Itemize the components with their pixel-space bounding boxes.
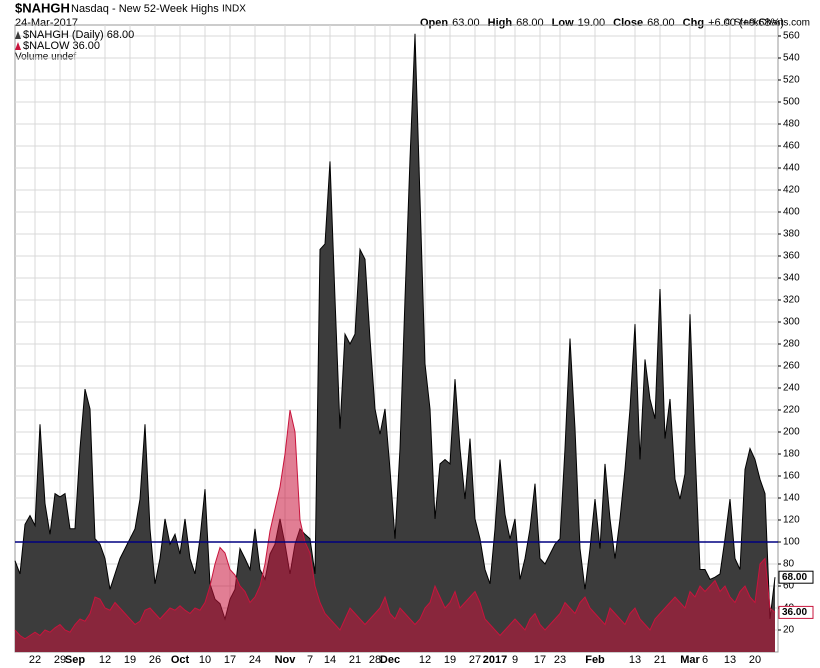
- line: [14, 409, 776, 640]
- x-tick-label: Feb: [585, 654, 605, 666]
- quote-label: High: [488, 17, 513, 29]
- x-tick-label: 20: [749, 654, 761, 666]
- y-tick-label: 60: [783, 581, 795, 592]
- y-tick-label: 100: [783, 537, 800, 548]
- y-tick-label: 300: [783, 317, 800, 328]
- y-tick-label: 180: [783, 449, 800, 460]
- y-tick-label: 440: [783, 163, 800, 174]
- x-tick-label: Sep: [65, 654, 85, 666]
- date: 24-Mar-2017: [15, 17, 78, 29]
- y-tick-label: 500: [783, 97, 800, 108]
- y-tick-label: 200: [783, 427, 800, 438]
- area: [15, 33, 775, 653]
- y-tick-label: 140: [783, 493, 800, 504]
- x-tick-label: Dec: [380, 654, 400, 666]
- legend-label: $NALOW 36.00: [23, 40, 100, 52]
- line: [14, 33, 776, 621]
- y-tick-label: 20: [783, 625, 795, 636]
- x-tick-label: 14: [324, 654, 336, 666]
- quote-value: 68.00: [516, 17, 544, 29]
- x-tick-label: 13: [629, 654, 641, 666]
- x-tick-label: 2017: [483, 654, 507, 666]
- x-tick-label: 6: [702, 654, 708, 666]
- x-tick-label: 23: [554, 654, 566, 666]
- x-tick-label: 13: [724, 654, 736, 666]
- y-tick-label: 280: [783, 339, 800, 350]
- x-tick-label: 10: [199, 654, 211, 666]
- x-tick-label: 28: [369, 654, 381, 666]
- y-tick-label: 540: [783, 53, 800, 64]
- quote-label: Close: [613, 17, 643, 29]
- area: [15, 410, 775, 652]
- x-tick-label: 12: [419, 654, 431, 666]
- x-tick-label: 17: [224, 654, 236, 666]
- x-tick-label: Nov: [275, 654, 297, 666]
- quote-value: 63.00: [452, 17, 480, 29]
- y-tick-label: 260: [783, 361, 800, 372]
- last-value-label: 68.00: [782, 572, 807, 583]
- x-tick-label: 19: [444, 654, 456, 666]
- y-tick-label: 160: [783, 471, 800, 482]
- y-tick-label: 240: [783, 383, 800, 394]
- quote-label: Low: [552, 17, 574, 29]
- quote-label: Chg: [683, 17, 704, 29]
- x-tick-label: 24: [249, 654, 261, 666]
- x-tick-label: 9: [512, 654, 518, 666]
- exchange: INDX: [222, 4, 246, 15]
- volume-legend: Volume undef: [15, 52, 76, 63]
- legend-swatch: [15, 42, 21, 50]
- x-tick-label: Oct: [171, 654, 190, 666]
- last-value-label: 36.00: [782, 607, 807, 618]
- x-tick-label: 19: [124, 654, 136, 666]
- legend-swatch: [15, 31, 21, 39]
- y-tick-label: 380: [783, 229, 800, 240]
- y-tick-label: 340: [783, 273, 800, 284]
- quote-value: 19.00: [578, 17, 606, 29]
- quote-label: Open: [420, 17, 448, 29]
- x-tick-label: 12: [99, 654, 111, 666]
- quote-value: +6.00 (+9.68%): [708, 17, 784, 29]
- y-tick-label: 520: [783, 75, 800, 86]
- subtitle: Nasdaq - New 52-Week Highs: [71, 3, 219, 15]
- x-tick-label: 21: [654, 654, 666, 666]
- y-tick-label: 480: [783, 119, 800, 130]
- y-tick-label: 420: [783, 185, 800, 196]
- x-tick-label: 26: [149, 654, 161, 666]
- x-tick-label: 17: [534, 654, 546, 666]
- symbol: $NAHGH: [15, 0, 70, 15]
- x-tick-label: Mar: [680, 654, 700, 666]
- x-tick-label: 7: [307, 654, 313, 666]
- y-tick-label: 460: [783, 141, 800, 152]
- header: $NAHGH Nasdaq - New 52-Week Highs INDX 2…: [15, 0, 810, 62]
- quote-value: 68.00: [647, 17, 675, 29]
- x-tick-label: 29: [54, 654, 66, 666]
- y-tick-label: 560: [783, 31, 800, 42]
- y-tick-label: 320: [783, 295, 800, 306]
- y-tick-label: 80: [783, 559, 795, 570]
- y-tick-label: 220: [783, 405, 800, 416]
- last-value-box: [778, 570, 814, 584]
- y-tick-label: 120: [783, 515, 800, 526]
- last-value-box: [778, 605, 814, 619]
- source: © StockCharts.com: [724, 18, 810, 29]
- legend-label: $NAHGH (Daily) 68.00: [23, 29, 134, 41]
- x-tick-label: 27: [469, 654, 481, 666]
- y-tick-label: 360: [783, 251, 800, 262]
- y-tick-label: 400: [783, 207, 800, 218]
- x-tick-label: 21: [349, 654, 361, 666]
- x-tick-label: 22: [29, 654, 41, 666]
